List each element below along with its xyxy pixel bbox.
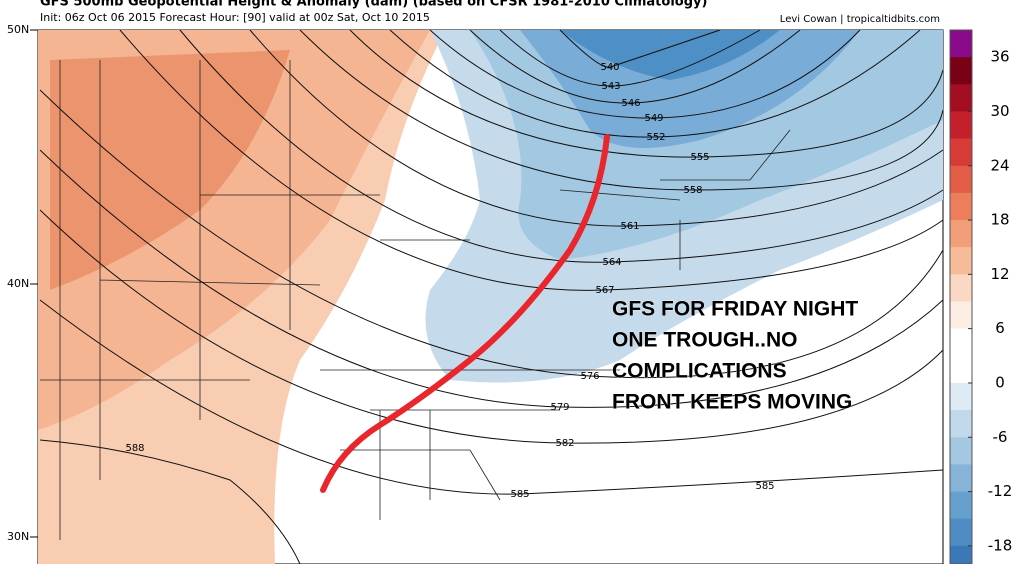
latitude-labels: 50N 40N 30N — [7, 23, 38, 543]
colorbar-tick-label: 12 — [990, 265, 1009, 283]
colorbar-swatch — [950, 355, 972, 384]
colorbar-tick-label: 36 — [990, 48, 1009, 66]
colorbar-tick-label: -12 — [988, 482, 1013, 500]
contour-line — [469, 29, 801, 104]
colorbar-swatch — [950, 192, 972, 221]
annotation-line: ONE TROUGH..NO — [612, 329, 798, 352]
annotation-line: GFS FOR FRIDAY NIGHT — [612, 298, 858, 321]
colorbar-tick-label: 30 — [990, 102, 1009, 120]
map-area — [37, 29, 944, 565]
contour-line — [429, 29, 861, 119]
contour-label: 576 — [580, 371, 599, 382]
init-line: Init: 06z Oct 06 2015 Forecast Hour: [90… — [40, 11, 430, 24]
contour-label: 549 — [644, 113, 663, 124]
annotation-line: COMPLICATIONS — [612, 360, 787, 383]
map-title: GFS 500mb Geopotential Height & Anomaly … — [40, 0, 707, 10]
contour-line — [559, 29, 721, 68]
colorbar-tick-label: -6 — [993, 428, 1008, 446]
colorbar-tick-label: 18 — [990, 211, 1009, 229]
contour-line — [39, 439, 301, 565]
colorbar-swatch — [950, 545, 972, 568]
colorbar-tick-label: 0 — [995, 373, 1005, 391]
contour-line — [249, 29, 944, 227]
contour-line — [499, 29, 761, 87]
colorbar-swatch — [950, 220, 972, 248]
colorbar-tick-label: -18 — [988, 536, 1013, 554]
contour-line — [39, 149, 944, 408]
anomaly-positive — [50, 50, 290, 290]
contour-line — [39, 299, 944, 495]
colorbar-swatch — [950, 328, 972, 357]
colorbar-swatch — [950, 247, 972, 275]
credit: Levi Cowan | tropicaltidbits.com — [780, 14, 940, 25]
colorbar-swatch — [950, 491, 972, 520]
colorbar-swatch — [950, 84, 972, 112]
contour-label: 588 — [125, 443, 144, 454]
colorbar: 36 30 24 18 12 6 0 -6 -12 -18 — [949, 29, 1013, 568]
contour-label: 582 — [555, 438, 574, 449]
state-border — [40, 60, 791, 540]
contour-label: 579 — [550, 402, 569, 413]
lat-label: 40N — [7, 277, 29, 290]
colorbar-swatch — [950, 410, 972, 438]
contour-label: 585 — [510, 489, 529, 500]
colorbar-swatch — [950, 382, 972, 411]
anomaly-negative — [560, 30, 780, 80]
annotation: GFS FOR FRIDAY NIGHT ONE TROUGH..NO COMPLI… — [612, 297, 859, 414]
contour-label: 564 — [602, 257, 621, 268]
annotation-line: FRONT KEEPS MOVING — [612, 391, 852, 414]
contour-line — [389, 29, 921, 138]
colorbar-swatch — [950, 301, 972, 330]
contour-label: 552 — [646, 132, 665, 143]
contour-line — [299, 29, 944, 191]
contour-line — [349, 29, 944, 158]
anomaly-negative — [520, 30, 860, 148]
contour-line — [39, 209, 944, 444]
contour-label: 555 — [690, 152, 709, 163]
colorbar-swatch — [950, 57, 972, 85]
colorbar-tick-label: 6 — [995, 319, 1005, 337]
front-line — [320, 134, 610, 493]
contour-label: 567 — [595, 285, 614, 296]
colorbar-tick-label: 24 — [990, 156, 1009, 174]
lat-label: 50N — [7, 23, 29, 36]
contour-label: 540 — [600, 62, 619, 73]
colorbar-swatch — [950, 111, 972, 140]
contour-label: 585 — [755, 481, 774, 492]
colorbar-swatch — [950, 464, 972, 493]
colorbar-swatch — [950, 437, 972, 465]
colorbar-swatch — [950, 30, 972, 58]
contour-label: 561 — [620, 221, 639, 232]
lat-label: 30N — [7, 530, 29, 543]
colorbar-swatch — [950, 518, 972, 547]
contour-line — [119, 29, 944, 291]
contour-label: 558 — [683, 185, 702, 196]
contour-line — [179, 29, 944, 263]
contour-line — [39, 89, 944, 379]
colorbar-swatch — [950, 138, 972, 167]
contour-label: 546 — [621, 98, 640, 109]
contour-label: 543 — [601, 81, 620, 92]
colorbar-swatch — [950, 165, 972, 194]
colorbar-swatch — [950, 274, 972, 302]
